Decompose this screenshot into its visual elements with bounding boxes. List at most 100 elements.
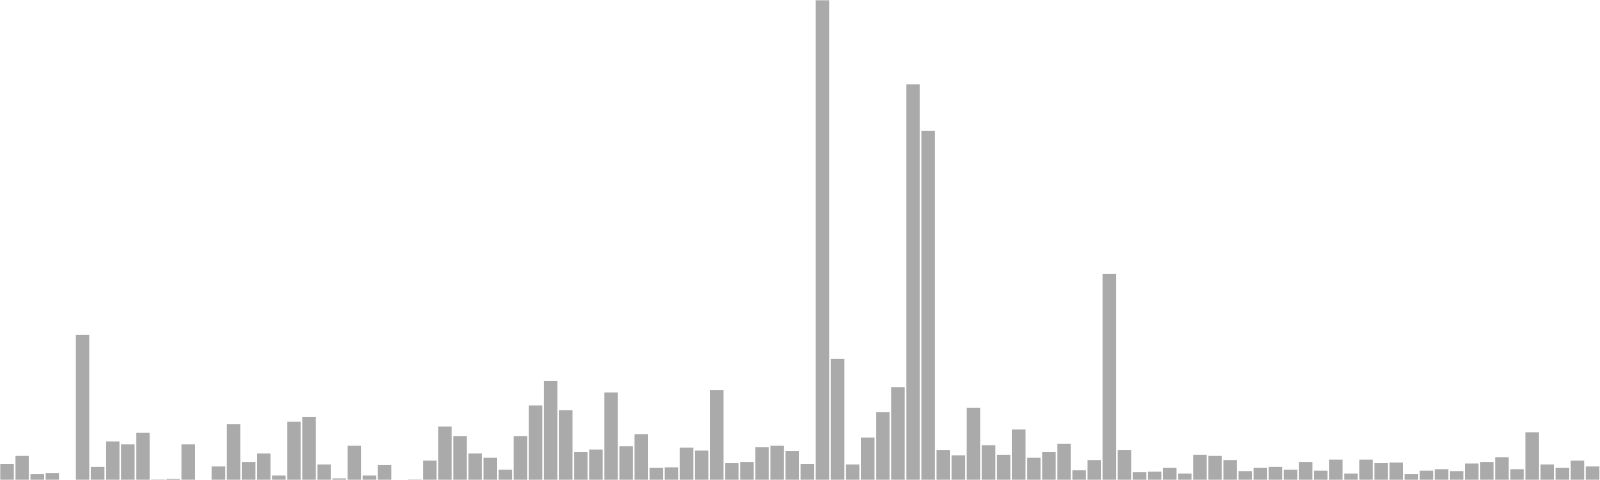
bar: [1102, 273, 1117, 480]
bar: [603, 391, 619, 480]
bar: [422, 460, 438, 480]
bar: [1237, 470, 1253, 480]
bar: [664, 466, 679, 480]
bar: [558, 409, 574, 480]
bar: [1222, 459, 1238, 480]
bar: [1086, 459, 1102, 480]
bar: [1268, 466, 1283, 480]
bar: [452, 435, 468, 480]
bar: [1283, 469, 1298, 480]
bar: [1253, 467, 1268, 480]
bar: [633, 433, 649, 480]
bar: [437, 425, 453, 480]
bar: [301, 416, 317, 480]
bar: [135, 432, 151, 480]
bar: [935, 449, 951, 480]
bar: [950, 454, 966, 480]
bar: [1388, 461, 1404, 480]
bar: [513, 435, 528, 480]
bar: [1147, 471, 1162, 480]
bar: [1494, 456, 1510, 480]
bar: [679, 447, 694, 480]
bar: [920, 130, 936, 480]
bar: [467, 452, 483, 480]
bar: [1026, 457, 1042, 480]
bar: [1509, 468, 1525, 480]
bar: [241, 461, 257, 480]
bar: [815, 0, 830, 480]
bar: [648, 467, 664, 480]
bar: [1162, 467, 1178, 480]
bar: [860, 436, 876, 480]
bar: [29, 473, 45, 480]
bar: [1071, 469, 1087, 480]
bar: [226, 423, 241, 480]
bar: [1313, 470, 1329, 480]
bar: [573, 451, 589, 480]
bar: [1464, 462, 1480, 480]
bar: [1539, 463, 1555, 480]
bar: [1419, 470, 1434, 480]
bar: [1479, 461, 1495, 480]
bar: [724, 462, 740, 480]
bar: [588, 448, 604, 480]
bar: [1298, 461, 1313, 480]
bar: [618, 445, 634, 480]
bar: [875, 411, 891, 480]
bar: [1192, 454, 1208, 480]
bar: [271, 474, 287, 480]
bar: [346, 445, 362, 480]
bar: [1555, 467, 1570, 480]
bar: [966, 407, 981, 480]
bar: [105, 440, 121, 480]
bar: [739, 461, 755, 480]
bar: [1177, 472, 1193, 480]
bar: [497, 469, 513, 480]
bar: [1041, 451, 1057, 480]
bar: [1117, 449, 1132, 480]
bar: [256, 452, 272, 480]
bar: [90, 466, 105, 480]
bar: [1449, 470, 1464, 480]
bar: [830, 358, 845, 480]
bar: [1404, 473, 1419, 480]
bar: [528, 404, 543, 480]
bar: [1570, 460, 1585, 480]
bar: [1358, 459, 1374, 480]
bar: [44, 472, 60, 480]
bar: [180, 443, 196, 480]
bar: [769, 445, 785, 480]
bar: [120, 443, 136, 480]
bar: [0, 463, 15, 480]
bar: [996, 454, 1011, 480]
bar: [890, 386, 906, 480]
bar: [1343, 472, 1359, 480]
bar: [1132, 471, 1147, 480]
bar: [377, 464, 392, 480]
bar: [905, 83, 921, 480]
bar: [1373, 462, 1389, 480]
bar: [1328, 459, 1344, 480]
bar: [754, 446, 770, 480]
bar: [1585, 465, 1600, 480]
bar: [14, 455, 30, 480]
bar: [482, 457, 498, 480]
bar: [1434, 468, 1449, 480]
bar: [1207, 455, 1223, 480]
bar: [784, 450, 800, 480]
bar: [799, 463, 815, 480]
bar: [316, 463, 332, 480]
bar: [362, 474, 377, 480]
bar: [543, 380, 558, 480]
bar: [694, 449, 709, 480]
bar: [75, 334, 90, 480]
bar: [211, 465, 226, 480]
bar: [286, 421, 302, 480]
bar: [1056, 443, 1072, 480]
bar: [1524, 431, 1540, 480]
bar: [845, 463, 860, 480]
bar: [981, 444, 996, 480]
bar: [1011, 428, 1027, 480]
